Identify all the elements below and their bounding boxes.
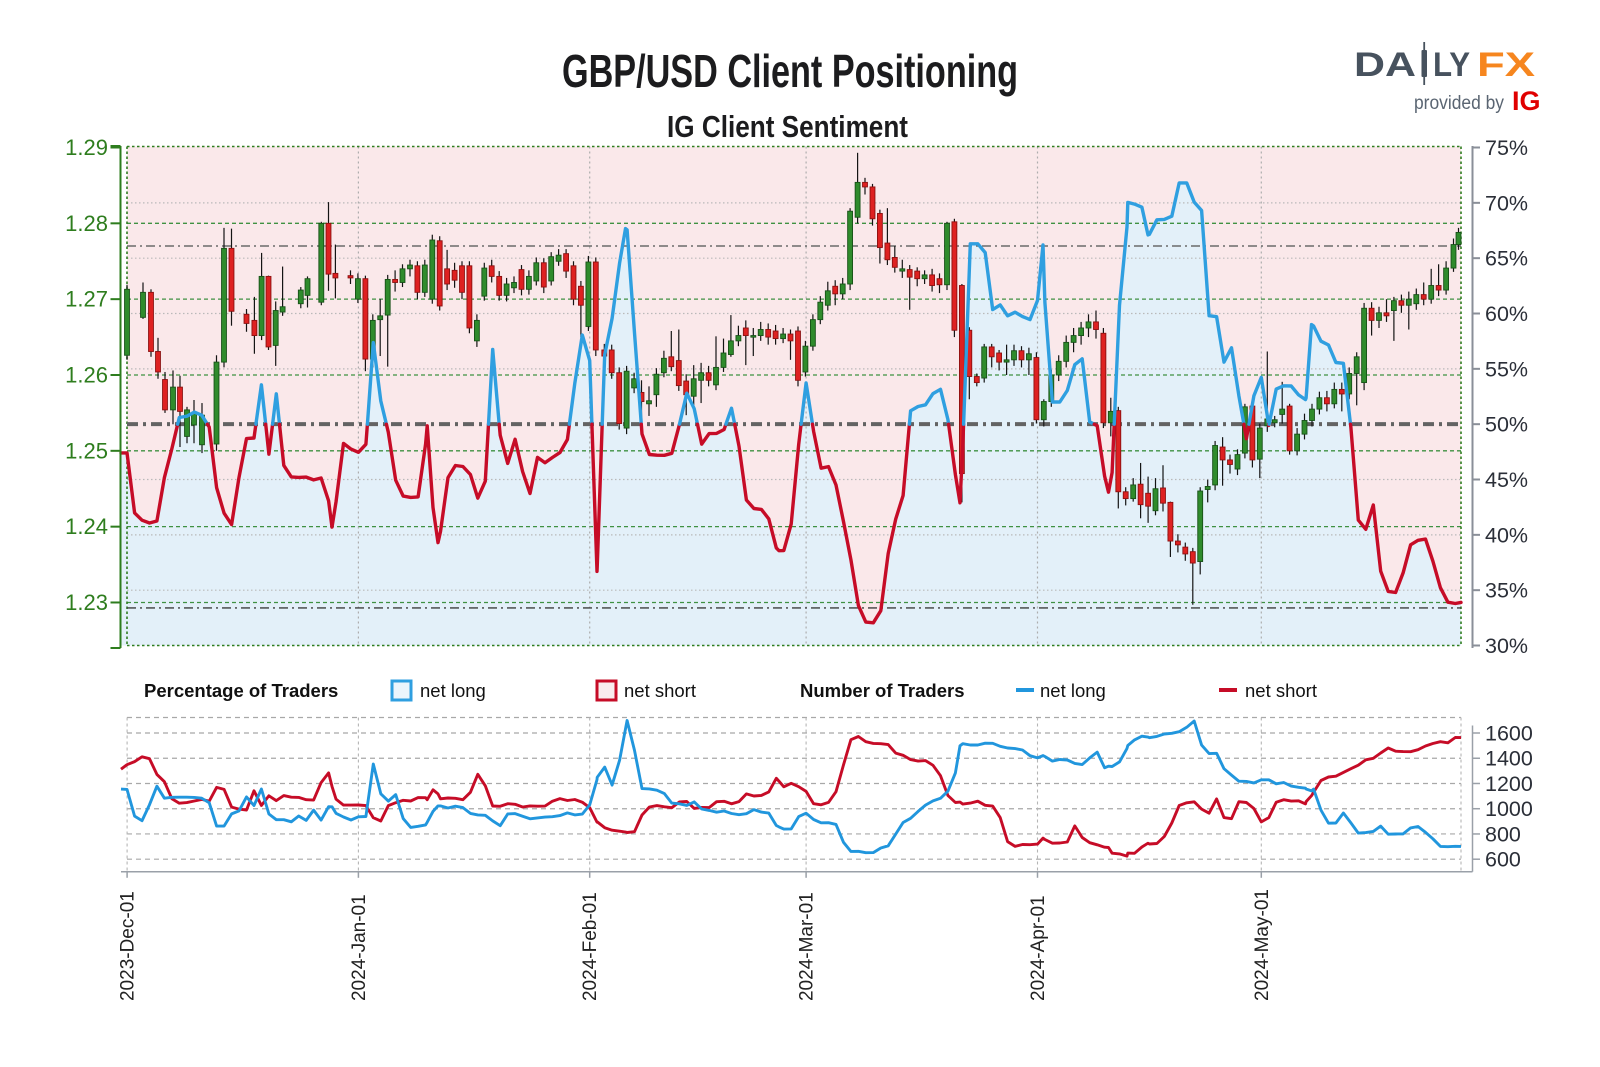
svg-text:net short: net short (1245, 680, 1317, 701)
svg-text:net long: net long (1040, 680, 1106, 701)
svg-text:2024-Apr-01: 2024-Apr-01 (1028, 895, 1049, 1001)
svg-text:1200: 1200 (1485, 772, 1533, 796)
svg-text:1.24: 1.24 (65, 514, 108, 539)
svg-text:60%: 60% (1485, 302, 1528, 326)
svg-text:1.29: 1.29 (65, 135, 108, 160)
svg-text:30%: 30% (1485, 634, 1528, 658)
svg-text:1.26: 1.26 (65, 363, 108, 388)
svg-text:Number of Traders: Number of Traders (800, 680, 965, 701)
svg-text:1600: 1600 (1485, 722, 1533, 746)
svg-text:600: 600 (1485, 848, 1521, 872)
svg-text:35%: 35% (1485, 579, 1528, 603)
svg-text:50%: 50% (1485, 413, 1528, 437)
svg-text:1000: 1000 (1485, 797, 1533, 821)
svg-text:75%: 75% (1485, 136, 1528, 160)
svg-text:2024-Feb-01: 2024-Feb-01 (580, 892, 601, 1001)
svg-text:Percentage of Traders: Percentage of Traders (144, 680, 338, 701)
svg-text:provided by: provided by (1414, 93, 1504, 114)
svg-text:IG: IG (1512, 86, 1541, 116)
svg-text:55%: 55% (1485, 357, 1528, 381)
svg-text:LY: LY (1433, 46, 1470, 84)
svg-text:65%: 65% (1485, 247, 1528, 271)
svg-text:45%: 45% (1485, 468, 1528, 492)
svg-text:70%: 70% (1485, 191, 1528, 215)
svg-text:1.28: 1.28 (65, 211, 108, 236)
svg-text:1.25: 1.25 (65, 438, 108, 463)
svg-text:1.27: 1.27 (65, 287, 108, 312)
svg-text:FX: FX (1477, 46, 1535, 84)
svg-text:2024-Mar-01: 2024-Mar-01 (797, 892, 818, 1001)
svg-text:2024-Jan-01: 2024-Jan-01 (349, 894, 370, 1001)
svg-text:IG Client Sentiment: IG Client Sentiment (667, 109, 908, 144)
svg-text:net short: net short (624, 680, 696, 701)
svg-text:net long: net long (420, 680, 486, 701)
svg-text:1400: 1400 (1485, 747, 1533, 771)
svg-text:DA: DA (1354, 46, 1416, 84)
svg-text:40%: 40% (1485, 523, 1528, 547)
svg-text:800: 800 (1485, 823, 1521, 847)
svg-text:2023-Dec-01: 2023-Dec-01 (118, 891, 139, 1001)
svg-text:GBP/USD Client Positioning: GBP/USD Client Positioning (562, 45, 1018, 97)
svg-text:1.23: 1.23 (65, 590, 108, 615)
svg-text:2024-May-01: 2024-May-01 (1252, 889, 1273, 1001)
